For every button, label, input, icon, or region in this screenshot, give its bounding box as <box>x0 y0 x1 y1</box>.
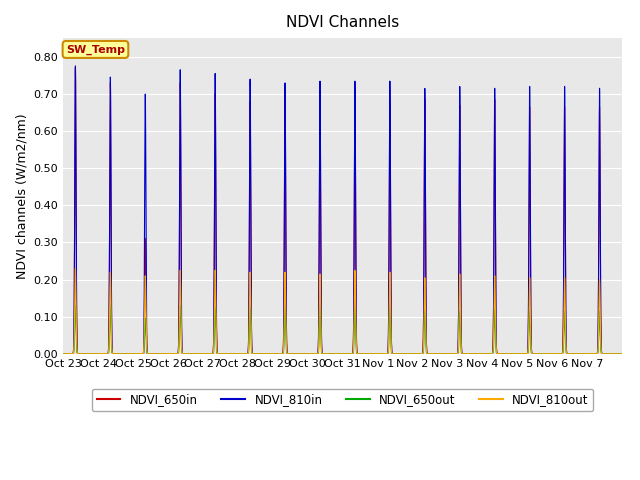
NDVI_650out <box>72 302 79 308</box>
NDVI_650out <box>618 351 626 357</box>
NDVI_650in <box>618 351 626 357</box>
NDVI_650in <box>72 65 79 71</box>
NDVI_810out <box>618 351 626 357</box>
NDVI_810out <box>390 351 398 357</box>
NDVI_650out <box>390 351 398 357</box>
NDVI_650in <box>474 351 481 357</box>
NDVI_810in <box>390 351 398 357</box>
NDVI_810out <box>504 351 511 357</box>
NDVI_810in <box>474 351 482 357</box>
Line: NDVI_810in: NDVI_810in <box>63 66 622 376</box>
NDVI_810in <box>415 351 422 357</box>
NDVI_650out <box>60 351 67 357</box>
NDVI_810out <box>72 265 79 271</box>
Y-axis label: NDVI channels (W/m2/nm): NDVI channels (W/m2/nm) <box>15 113 28 279</box>
NDVI_810in <box>504 351 511 357</box>
NDVI_650out <box>88 351 95 357</box>
Line: NDVI_650out: NDVI_650out <box>63 305 622 354</box>
NDVI_810out <box>60 351 67 357</box>
NDVI_650in <box>88 351 95 357</box>
NDVI_650in <box>262 351 269 357</box>
NDVI_650out <box>504 351 511 357</box>
NDVI_810in <box>88 351 95 357</box>
Line: NDVI_810out: NDVI_810out <box>63 268 622 354</box>
NDVI_810in <box>262 351 269 357</box>
NDVI_650out <box>262 351 269 357</box>
NDVI_650in <box>390 351 398 357</box>
NDVI_650out <box>474 351 481 357</box>
Line: NDVI_650in: NDVI_650in <box>63 68 622 354</box>
NDVI_650in <box>504 351 511 357</box>
NDVI_650out <box>415 351 422 357</box>
NDVI_810out <box>415 351 422 357</box>
NDVI_810in <box>60 351 67 357</box>
NDVI_810out <box>88 351 95 357</box>
NDVI_650in <box>415 351 422 357</box>
NDVI_810out <box>474 351 481 357</box>
Legend: NDVI_650in, NDVI_810in, NDVI_650out, NDVI_810out: NDVI_650in, NDVI_810in, NDVI_650out, NDV… <box>92 389 593 411</box>
Title: NDVI Channels: NDVI Channels <box>286 15 399 30</box>
NDVI_810in <box>139 373 147 379</box>
NDVI_650in <box>60 351 67 357</box>
Text: SW_Temp: SW_Temp <box>66 44 125 55</box>
NDVI_810in <box>618 351 626 357</box>
NDVI_810out <box>262 351 269 357</box>
NDVI_810in <box>72 63 79 69</box>
